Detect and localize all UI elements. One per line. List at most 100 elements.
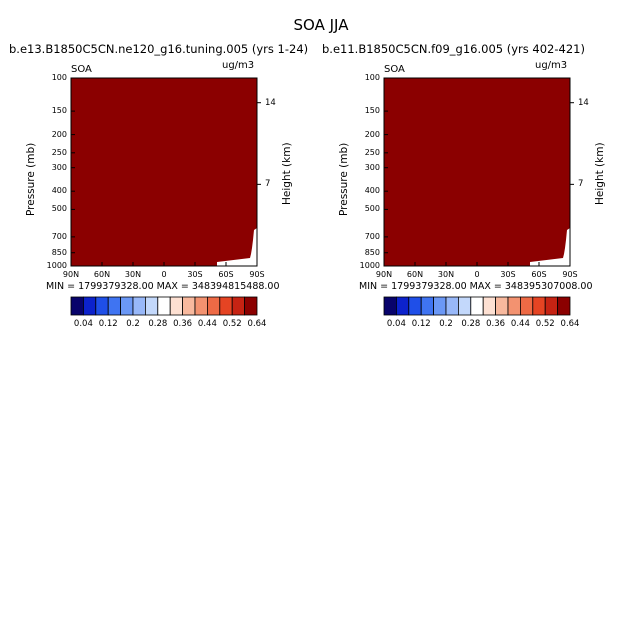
cross-section-plot <box>383 77 574 267</box>
x-tick-label: 60N <box>406 270 424 279</box>
field-fill <box>384 78 570 266</box>
colorbar-swatch <box>383 296 397 316</box>
colorbar-label: 0.28 <box>461 319 481 329</box>
colorbar-swatch <box>95 296 109 316</box>
missing-data-region <box>530 228 570 266</box>
colorbar-swatch <box>495 296 509 316</box>
missing-data-region <box>217 228 257 266</box>
unit-label: ug/m3 <box>222 60 255 71</box>
y-tick-label: 150 <box>364 106 380 116</box>
x-tick-label: 30N <box>124 270 142 279</box>
colorbar-label: 0.64 <box>247 319 267 329</box>
colorbar-swatch <box>132 296 146 316</box>
colorbar-label: 0.52 <box>222 319 242 329</box>
x-tick-label: 90S <box>249 270 265 279</box>
x-tick-label: 0 <box>161 270 167 279</box>
colorbar-swatch <box>194 296 208 316</box>
colorbar-swatch <box>70 296 84 316</box>
y2-tick-label: 14 <box>578 97 589 108</box>
x-tick-label: 30S <box>187 270 203 279</box>
colorbar-swatch <box>420 296 434 316</box>
y-tick-label: 850 <box>364 247 380 257</box>
colorbar-swatch <box>507 296 521 316</box>
x-tick-label: 0 <box>474 270 480 279</box>
colorbar-label: 0.44 <box>197 319 217 329</box>
colorbar-swatch <box>182 296 196 316</box>
y-tick-label: 1000 <box>359 261 380 270</box>
colorbar-swatch <box>396 296 410 316</box>
colorbar-swatch <box>169 296 183 316</box>
field-fill <box>71 78 257 266</box>
colorbar-swatch <box>433 296 447 316</box>
variable-label: SOA <box>384 64 405 75</box>
colorbar-swatch <box>144 296 159 316</box>
colorbar-swatch <box>83 296 97 316</box>
x-tick-label: 90N <box>375 270 393 279</box>
x-tick-label: 90S <box>562 270 578 279</box>
x-tick-label: 60S <box>531 270 547 279</box>
colorbar-swatch <box>557 296 571 316</box>
colorbar-label: 0.28 <box>148 319 168 329</box>
y-tick-label: 200 <box>51 129 67 139</box>
colorbar-swatch <box>219 296 233 316</box>
y-tick-label: 500 <box>364 204 380 214</box>
y-tick-label: 850 <box>51 247 67 257</box>
run-title: b.e13.B1850C5CN.ne120_g16.tuning.005 (yr… <box>9 42 309 56</box>
y-tick-label: 1000 <box>46 261 67 270</box>
y-tick-label: 300 <box>364 162 380 172</box>
min-max-label: MIN = 1799379328.00 MAX = 348394815488.0… <box>46 281 280 292</box>
figure-title: SOA JJA <box>293 16 349 34</box>
y-tick-label: 100 <box>51 73 67 82</box>
colorbar-swatch <box>445 296 459 316</box>
colorbar-swatch <box>470 296 484 316</box>
chart-panel-2: b.e11.B1850C5CN.f09_g16.005 (yrs 402-421… <box>313 0 634 642</box>
colorbar-swatch <box>408 296 422 316</box>
colorbar <box>383 296 571 316</box>
y-tick-label: 700 <box>51 231 67 241</box>
chart-panel-1: b.e13.B1850C5CN.ne120_g16.tuning.005 (yr… <box>9 42 309 329</box>
y2-tick-label: 7 <box>578 179 584 190</box>
y-tick-label: 700 <box>364 231 380 241</box>
x-tick-label: 30N <box>437 270 455 279</box>
y-tick-label: 400 <box>364 186 380 196</box>
colorbar-swatch <box>157 296 171 316</box>
run-title: b.e11.B1850C5CN.f09_g16.005 (yrs 402-421… <box>322 42 585 56</box>
y-tick-label: 400 <box>51 186 67 196</box>
y-tick-label: 300 <box>51 162 67 172</box>
variable-label: SOA <box>71 64 92 75</box>
colorbar-swatch <box>244 296 258 316</box>
y-tick-label: 250 <box>364 147 380 157</box>
cross-section-plot <box>70 77 261 267</box>
x-tick-label: 60S <box>218 270 234 279</box>
colorbar-swatch <box>544 296 558 316</box>
colorbar-swatch <box>107 296 121 316</box>
y-tick-label: 500 <box>51 204 67 214</box>
unit-label: ug/m3 <box>535 60 568 71</box>
y-tick-label: 150 <box>51 106 67 116</box>
y-tick-label: 250 <box>51 147 67 157</box>
colorbar-label: 0.64 <box>560 319 580 329</box>
colorbar-swatch <box>457 296 472 316</box>
colorbar-label: 0.52 <box>535 319 555 329</box>
colorbar-label: 0.2 <box>439 319 453 329</box>
colorbar <box>70 296 258 316</box>
y2-tick-label: 14 <box>265 97 276 108</box>
x-tick-label: 60N <box>93 270 111 279</box>
y-tick-label: 100 <box>364 73 380 82</box>
colorbar-swatch <box>532 296 546 316</box>
colorbar-label: 0.04 <box>386 319 406 329</box>
colorbar-label: 0.12 <box>411 319 431 329</box>
x-tick-label: 90N <box>62 270 80 279</box>
colorbar-label: 0.04 <box>73 319 93 329</box>
x-tick-label: 30S <box>500 270 516 279</box>
colorbar-swatch <box>206 296 221 316</box>
y-tick-label: 200 <box>364 129 380 139</box>
colorbar-label: 0.44 <box>510 319 530 329</box>
colorbar-label: 0.36 <box>486 319 506 329</box>
colorbar-label: 0.2 <box>126 319 140 329</box>
colorbar-swatch <box>519 296 534 316</box>
colorbar-swatch <box>482 296 496 316</box>
colorbar-label: 0.36 <box>173 319 193 329</box>
colorbar-swatch <box>120 296 134 316</box>
colorbar-label: 0.12 <box>98 319 118 329</box>
